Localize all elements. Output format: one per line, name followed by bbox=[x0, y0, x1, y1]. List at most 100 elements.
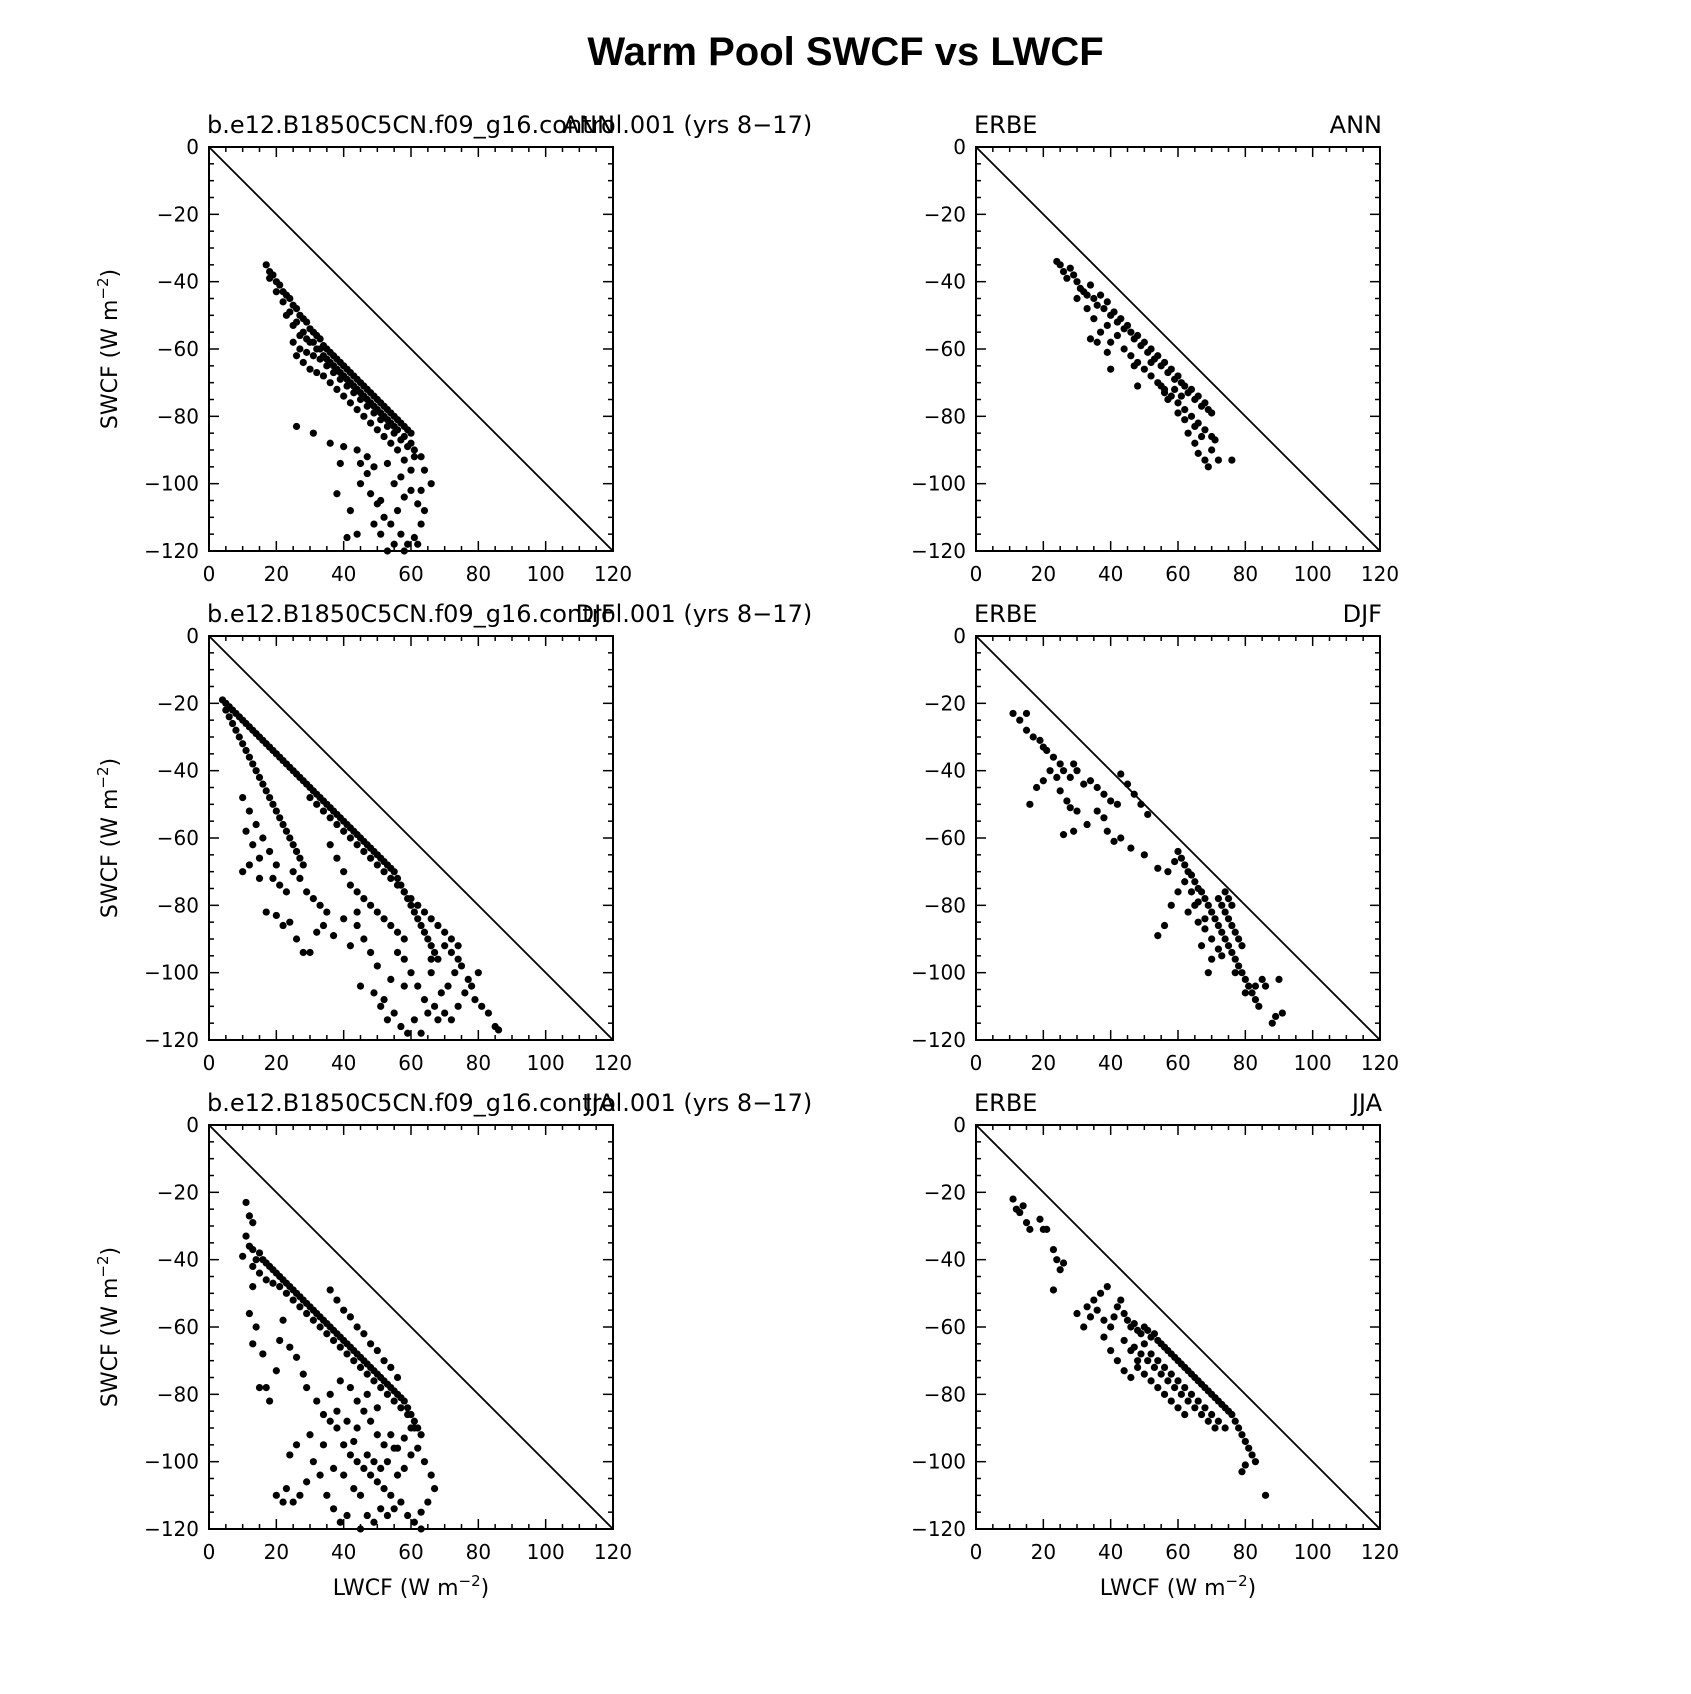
data-point bbox=[1177, 392, 1185, 400]
y-tick-label: −20 bbox=[157, 691, 199, 715]
data-point bbox=[1248, 1451, 1256, 1459]
data-point bbox=[1235, 935, 1243, 943]
y-tick-label: −20 bbox=[924, 1180, 966, 1204]
data-point bbox=[303, 888, 311, 896]
y-tick-label: −120 bbox=[144, 1517, 199, 1541]
data-point bbox=[1120, 1309, 1128, 1318]
data-point bbox=[1103, 321, 1111, 330]
data-point bbox=[1080, 1323, 1088, 1331]
data-point bbox=[1231, 969, 1239, 977]
data-point bbox=[1221, 935, 1229, 943]
data-point bbox=[313, 1397, 321, 1405]
data-point bbox=[367, 1340, 375, 1348]
data-point bbox=[427, 1471, 435, 1479]
data-point bbox=[1221, 908, 1229, 916]
y-tick-label: −20 bbox=[924, 691, 966, 715]
data-point bbox=[1147, 358, 1155, 367]
data-point bbox=[350, 1437, 358, 1446]
y-tick-label: −40 bbox=[157, 1248, 199, 1272]
season-label: ANN bbox=[563, 111, 615, 139]
data-point bbox=[1221, 1424, 1229, 1432]
data-point bbox=[329, 1336, 338, 1345]
data-point bbox=[353, 1424, 361, 1432]
x-tick-label: 120 bbox=[594, 562, 632, 586]
data-point bbox=[1157, 382, 1165, 390]
source-label: ERBE bbox=[974, 600, 1037, 628]
data-point bbox=[377, 496, 385, 505]
data-point bbox=[316, 901, 324, 909]
data-point bbox=[363, 1451, 371, 1459]
data-point bbox=[326, 1390, 334, 1398]
data-point bbox=[1201, 895, 1209, 903]
data-point bbox=[1086, 335, 1095, 343]
data-point bbox=[1016, 1208, 1024, 1217]
data-point bbox=[1228, 1410, 1236, 1419]
data-point bbox=[323, 1491, 331, 1499]
data-point bbox=[1022, 709, 1031, 718]
data-point bbox=[329, 932, 338, 940]
y-tick-label: −60 bbox=[924, 337, 966, 361]
data-point bbox=[1211, 436, 1219, 444]
data-point bbox=[356, 395, 365, 404]
data-point bbox=[1144, 810, 1152, 819]
data-point bbox=[1150, 1330, 1159, 1338]
reference-line bbox=[975, 635, 1381, 1041]
data-point bbox=[340, 392, 348, 400]
data-point bbox=[1164, 1377, 1172, 1385]
data-point bbox=[380, 1485, 388, 1493]
data-point bbox=[390, 1009, 398, 1017]
data-point bbox=[356, 480, 365, 488]
data-point bbox=[363, 395, 371, 404]
x-tick-label: 20 bbox=[264, 562, 289, 586]
data-point bbox=[1181, 382, 1189, 390]
data-point bbox=[1224, 942, 1233, 950]
y-tick-label: −60 bbox=[924, 1315, 966, 1339]
x-tick-label: 100 bbox=[1294, 1051, 1332, 1075]
data-point bbox=[1100, 1316, 1108, 1324]
y-axis-label: SWCF (W m−2) bbox=[94, 758, 123, 918]
data-point bbox=[343, 375, 351, 383]
x-tick-label: 80 bbox=[466, 1540, 491, 1564]
y-tick-label: −100 bbox=[911, 1450, 966, 1474]
data-point bbox=[414, 1444, 422, 1452]
data-point bbox=[269, 800, 277, 808]
x-tick-label: 120 bbox=[1361, 562, 1399, 586]
data-point bbox=[249, 1219, 257, 1227]
x-tick-label: 80 bbox=[1233, 1051, 1258, 1075]
data-point bbox=[1144, 1326, 1152, 1334]
data-point bbox=[397, 473, 405, 481]
data-point bbox=[1150, 1363, 1159, 1371]
data-point bbox=[404, 540, 412, 548]
data-point bbox=[370, 520, 378, 528]
data-point bbox=[1208, 446, 1216, 454]
data-point bbox=[1191, 1404, 1199, 1412]
data-point bbox=[441, 928, 449, 936]
data-point bbox=[262, 261, 270, 269]
data-point bbox=[279, 820, 287, 829]
data-point bbox=[427, 942, 435, 950]
data-point bbox=[259, 1350, 267, 1358]
data-point bbox=[1036, 736, 1044, 744]
data-point bbox=[255, 773, 264, 782]
data-point bbox=[319, 807, 328, 815]
data-point bbox=[370, 409, 378, 417]
y-tick-label: −40 bbox=[924, 759, 966, 783]
data-point bbox=[353, 406, 361, 414]
data-point bbox=[410, 446, 418, 454]
data-point bbox=[1191, 878, 1199, 886]
x-tick-label: 60 bbox=[1165, 562, 1190, 586]
data-point bbox=[1117, 834, 1125, 842]
data-point bbox=[1275, 975, 1283, 984]
data-point bbox=[400, 982, 408, 990]
data-point bbox=[306, 365, 314, 373]
data-point bbox=[1221, 888, 1229, 896]
data-point bbox=[1197, 1410, 1206, 1419]
data-point bbox=[1100, 1333, 1108, 1341]
x-tick-label: 20 bbox=[1031, 1540, 1056, 1564]
data-point bbox=[373, 908, 381, 916]
data-point bbox=[447, 1016, 455, 1024]
panel-jja-erbe: 0 20 40 60 80 100 120 0 −20 −40 −60 −80 −100 −120 ERBE… bbox=[911, 1089, 1399, 1601]
data-point bbox=[1258, 975, 1266, 984]
data-point bbox=[1160, 1390, 1169, 1398]
data-point bbox=[1059, 267, 1068, 276]
